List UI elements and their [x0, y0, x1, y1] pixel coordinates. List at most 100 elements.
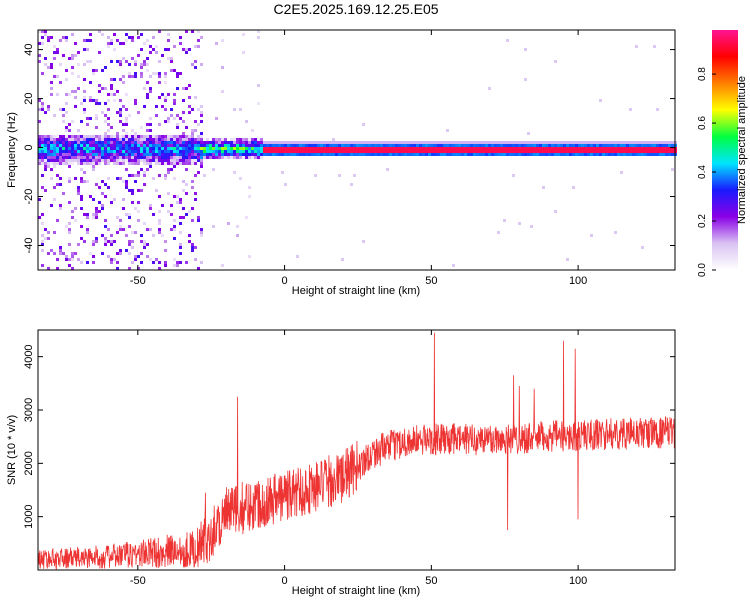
- spectrogram-cell: [578, 153, 581, 156]
- spectrogram-cell: [38, 60, 41, 63]
- spectrogram-cell: [158, 219, 161, 222]
- spectrogram-cell: [632, 141, 635, 144]
- spectrogram-cell: [110, 258, 113, 261]
- spectrogram-cell: [329, 147, 332, 150]
- spectrogram-cell: [566, 141, 569, 144]
- spectrogram-cell: [476, 144, 479, 147]
- spectrogram-cell: [392, 153, 395, 156]
- spectrogram-cell: [128, 75, 131, 78]
- spectrogram-cell: [110, 78, 113, 81]
- spectrogram-cell: [74, 159, 77, 162]
- spectrogram-cell: [152, 213, 155, 216]
- spectrogram-cell: [200, 36, 203, 39]
- spectrogram-cell: [62, 141, 65, 144]
- spectrogram-cell: [533, 150, 536, 153]
- spectrogram-cell: [284, 150, 287, 153]
- spectrogram-cell: [236, 156, 239, 159]
- spectrogram-cell: [545, 147, 548, 150]
- spectrogram-cell: [200, 132, 203, 135]
- spectrogram-cell: [467, 150, 470, 153]
- spectrogram-cell: [596, 147, 599, 150]
- spectrogram-cell: [587, 150, 590, 153]
- spectrogram-cell: [110, 243, 113, 246]
- spectrogram-cell: [413, 141, 416, 144]
- spectrogram-cell: [560, 144, 563, 147]
- spectrogram-cell: [605, 153, 608, 156]
- spectrogram-cell: [119, 111, 122, 114]
- spectrogram-cell: [56, 48, 59, 51]
- spectrogram-cell: [83, 180, 86, 183]
- spectrogram-cell: [560, 153, 563, 156]
- spectrogram-cell: [239, 150, 242, 153]
- spectrogram-cell: [551, 144, 554, 147]
- spectrogram-cell: [41, 264, 44, 267]
- spectrogram-cell: [164, 138, 167, 141]
- spectrogram-cell: [119, 135, 122, 138]
- spectrogram-cell: [188, 138, 191, 141]
- spectrogram-cell: [155, 189, 158, 192]
- spectrogram-cell: [80, 141, 83, 144]
- spectrogram-cell: [431, 150, 434, 153]
- spectrogram-cell: [158, 261, 161, 264]
- spectrogram-cell: [122, 81, 125, 84]
- spectrogram-cell: [470, 150, 473, 153]
- spectrogram-cell: [92, 261, 95, 264]
- spectrogram-cell: [110, 141, 113, 144]
- spectrogram-cell: [86, 147, 89, 150]
- spectrogram-cell: [116, 153, 119, 156]
- spectrogram-cell: [212, 156, 215, 159]
- spectrogram-cell: [77, 189, 80, 192]
- spectrogram-cell: [563, 147, 566, 150]
- spectrogram-cell: [182, 159, 185, 162]
- spectrogram-cell: [197, 45, 200, 48]
- spectrogram-cell: [305, 150, 308, 153]
- spectrogram-cell: [134, 75, 137, 78]
- spectrogram-cell: [71, 90, 74, 93]
- spectrogram-cell: [611, 153, 614, 156]
- spectrogram-cell: [617, 150, 620, 153]
- spectrogram-cell: [44, 150, 47, 153]
- spectrogram-cell: [266, 153, 269, 156]
- spectrogram-cell: [146, 255, 149, 258]
- spectrogram-cell: [65, 156, 68, 159]
- spectrogram-cell: [149, 258, 152, 261]
- spectrogram-cell: [551, 150, 554, 153]
- spectrogram-cell: [164, 150, 167, 153]
- spectrogram-cell: [122, 144, 125, 147]
- spectrogram-cell: [443, 153, 446, 156]
- spectrogram-cell: [131, 240, 134, 243]
- spectrogram-cell: [146, 156, 149, 159]
- spectrogram-cell: [401, 144, 404, 147]
- spectrogram-cell: [71, 147, 74, 150]
- spectrogram-cell: [485, 144, 488, 147]
- spectrogram-cell: [140, 33, 143, 36]
- spectrogram-cell: [164, 153, 167, 156]
- spectrogram-cell: [44, 33, 47, 36]
- spectrogram-cell: [158, 123, 161, 126]
- spectrogram-cell: [68, 153, 71, 156]
- spectrogram-cell: [629, 150, 632, 153]
- spectrogram-cell: [353, 147, 356, 150]
- spectrogram-cell: [179, 153, 182, 156]
- spectrogram-cell: [131, 153, 134, 156]
- spectrogram-cell: [407, 141, 410, 144]
- spectrogram-cell: [158, 228, 161, 231]
- spectrogram-cell: [185, 51, 188, 54]
- spectrogram-cell: [116, 138, 119, 141]
- spectrogram-cell: [305, 147, 308, 150]
- spectrogram-cell: [236, 225, 239, 228]
- spectrogram-cell: [107, 93, 110, 96]
- spectrogram-cell: [563, 150, 566, 153]
- spectrogram-cell: [47, 66, 50, 69]
- spectrogram-cell: [458, 144, 461, 147]
- spectrogram-cell: [107, 255, 110, 258]
- spectrogram-cell: [89, 138, 92, 141]
- spectrogram-cell: [68, 258, 71, 261]
- spectrogram-cell: [110, 42, 113, 45]
- spectrogram-cell: [473, 147, 476, 150]
- spectrogram-cell: [170, 168, 173, 171]
- spectrogram-cell: [260, 141, 263, 144]
- spectrogram-cell: [251, 150, 254, 153]
- spectrogram-cell: [167, 33, 170, 36]
- spectrogram-cell: [44, 159, 47, 162]
